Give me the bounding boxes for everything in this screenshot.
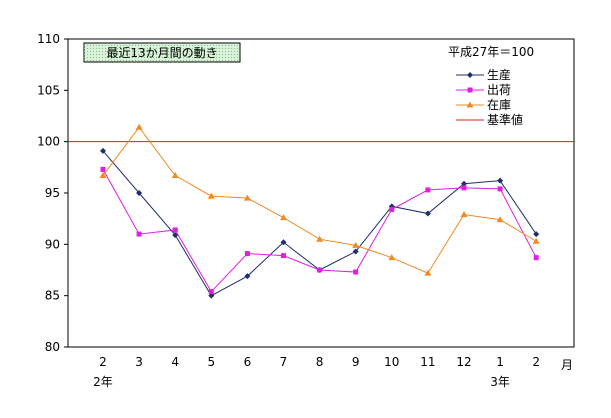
legend-label: 基準値 xyxy=(487,112,523,127)
x-tick-label: 9 xyxy=(352,355,360,369)
data-point xyxy=(281,253,286,259)
data-point xyxy=(244,273,251,280)
data-point xyxy=(460,211,468,218)
legend-label: 出荷 xyxy=(487,83,511,97)
year-marker: 3年 xyxy=(490,375,510,389)
y-axis: 80 85 90 95 100 105 110 xyxy=(37,32,68,354)
data-point xyxy=(532,237,540,244)
x-tick-label: 11 xyxy=(420,355,435,369)
data-point xyxy=(461,180,467,187)
data-point xyxy=(533,255,539,261)
data-point xyxy=(208,289,214,295)
x-tick-label: 8 xyxy=(316,355,324,369)
data-point xyxy=(208,292,215,299)
data-point xyxy=(100,147,106,154)
data-point xyxy=(461,185,467,191)
x-tick-label: 2 xyxy=(99,355,107,369)
data-point xyxy=(172,232,179,239)
y-tick-label: 85 xyxy=(45,289,60,303)
year-marker: 2年 xyxy=(93,375,113,389)
y-tick-label: 90 xyxy=(45,237,60,251)
data-point xyxy=(207,192,215,199)
y-tick-label: 110 xyxy=(37,32,60,46)
x-unit-label: 月 xyxy=(561,358,573,372)
data-point xyxy=(425,187,431,193)
legend-label: 在庫 xyxy=(487,98,511,112)
series-markers xyxy=(99,123,540,299)
x-axis: 2 3 4 5 6 7 8 9 10 11 12 1 2 xyxy=(99,355,540,369)
data-point xyxy=(244,251,250,257)
y-tick-label: 105 xyxy=(37,83,60,97)
data-point xyxy=(352,241,360,248)
y-tick-label: 80 xyxy=(45,340,60,354)
data-point xyxy=(424,210,431,217)
data-point xyxy=(280,239,287,246)
x-tick-label: 1 xyxy=(496,355,504,369)
data-point xyxy=(467,72,473,78)
x-tick-label: 12 xyxy=(456,355,471,369)
data-point xyxy=(424,269,432,276)
x-tick-label: 6 xyxy=(244,355,252,369)
y-tick-label: 95 xyxy=(45,186,60,200)
data-point xyxy=(172,227,178,233)
x-tick-label: 10 xyxy=(384,355,399,369)
data-point xyxy=(467,87,473,93)
x-tick-label: 3 xyxy=(135,355,143,369)
plot-area xyxy=(67,38,575,348)
data-point xyxy=(352,248,359,255)
data-point xyxy=(533,231,540,238)
data-point xyxy=(466,101,474,108)
data-point xyxy=(316,235,324,242)
data-point xyxy=(389,206,395,212)
chart-title: 最近13か月間の動き xyxy=(106,46,217,60)
data-point xyxy=(496,216,504,223)
data-point xyxy=(136,190,143,196)
data-point xyxy=(136,231,142,237)
data-point xyxy=(317,267,323,273)
chart-title-box: 最近13か月間の動き xyxy=(83,42,241,63)
data-point xyxy=(99,172,107,179)
data-point xyxy=(497,177,504,184)
data-point xyxy=(388,254,396,261)
legend-label: 生産 xyxy=(487,67,511,82)
x-tick-label: 4 xyxy=(171,355,179,369)
y-tick-label: 100 xyxy=(37,135,60,149)
year-markers: 2年 3年 xyxy=(93,375,510,389)
x-tick-label: 2 xyxy=(532,355,540,369)
base-note: 平成27年＝100 xyxy=(448,45,534,59)
data-point xyxy=(497,186,503,192)
data-point xyxy=(280,214,287,221)
data-point xyxy=(171,172,179,179)
data-point xyxy=(243,194,251,201)
data-point xyxy=(353,269,359,275)
data-point xyxy=(100,166,106,172)
data-point xyxy=(135,123,143,130)
x-tick-label: 5 xyxy=(207,355,215,369)
x-tick-label: 7 xyxy=(280,355,288,369)
